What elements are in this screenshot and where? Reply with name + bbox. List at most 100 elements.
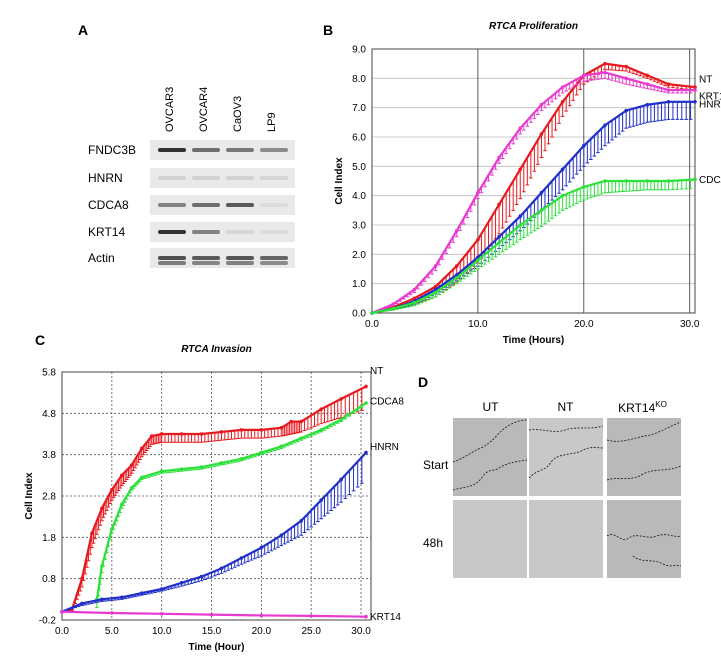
data-point [624, 108, 628, 113]
data-point [582, 73, 586, 78]
x-tick-label: 25.0 [301, 626, 321, 637]
series-line-cdca8 [95, 402, 367, 600]
series-label-cdca8: CDCA8 [699, 175, 721, 186]
y-tick-label: 2.0 [352, 250, 366, 261]
x-tick-label: 20.0 [252, 626, 272, 637]
series-label-hnrn: HNRN [699, 99, 721, 110]
blot-row-label: KRT14 [88, 225, 126, 239]
y-tick-label: 6.0 [352, 133, 366, 144]
lane-label: CaOV3 [232, 95, 244, 132]
y-axis-label: Cell Index [334, 157, 345, 205]
data-point [497, 240, 501, 245]
data-point [279, 426, 284, 430]
data-point [476, 237, 480, 242]
blot-row-label: Actin [88, 251, 115, 265]
data-point [159, 612, 164, 616]
data-point [693, 100, 697, 104]
data-point [259, 428, 264, 432]
y-tick-label: 2.8 [42, 492, 56, 503]
panel-b-letter: B [323, 22, 334, 38]
y-tick-label: -0.2 [39, 616, 57, 627]
data-point [239, 428, 244, 432]
error-bars-krt14 [373, 72, 693, 313]
data-point [693, 85, 697, 89]
data-point [259, 613, 264, 618]
data-point [364, 450, 368, 455]
micrograph-krt14-48h [607, 500, 681, 578]
col-label-krt14: KRT14 [618, 401, 656, 415]
data-point [560, 100, 565, 104]
blot-band [158, 203, 186, 207]
blot-row-label: HNRN [88, 171, 123, 185]
data-point [693, 88, 697, 92]
data-point [497, 202, 501, 207]
data-point [129, 463, 134, 467]
data-point [370, 311, 374, 315]
lane-label: OVCAR4 [198, 86, 210, 132]
data-point [693, 177, 697, 182]
data-point [454, 264, 459, 268]
y-tick-label: 8.0 [352, 74, 366, 85]
data-point [100, 597, 104, 602]
blot-band [192, 148, 220, 152]
data-point [80, 576, 84, 581]
scratch-edge [607, 421, 681, 442]
data-point [159, 432, 164, 436]
data-point [239, 556, 244, 560]
blot-band [260, 148, 288, 152]
data-point [624, 76, 628, 81]
data-point [391, 302, 395, 307]
data-point [120, 473, 124, 478]
blot-band [158, 261, 186, 265]
y-tick-label: 3.0 [352, 221, 366, 232]
data-point [666, 82, 671, 86]
blot-band [226, 176, 254, 180]
blot-band [192, 261, 220, 265]
data-point [149, 434, 154, 438]
chart-title: RTCA Invasion [181, 344, 252, 355]
data-point [110, 611, 114, 615]
series-line-nt [371, 62, 696, 315]
y-tick-label: 7.0 [352, 103, 366, 114]
data-point [666, 88, 671, 92]
data-point [199, 574, 204, 579]
panel-a: A OVCAR3 OVCAR4 CaOV3 LP9 FNDC3B HNRN CDCA8 KR… [0, 0, 320, 290]
y-tick-label: 5.8 [42, 368, 56, 379]
x-tick-label: 15.0 [202, 626, 222, 637]
series-line-hnrn [371, 100, 695, 315]
data-point [60, 609, 64, 614]
lane-label: OVCAR3 [164, 86, 176, 132]
data-point [476, 258, 480, 263]
series-line-krt14 [61, 610, 367, 618]
data-point [159, 587, 164, 591]
data-point [299, 419, 304, 424]
error-bars-nt [373, 63, 693, 313]
blot-strip [150, 222, 295, 242]
panel-a-letter: A [78, 22, 89, 38]
data-point [539, 132, 544, 136]
data-point [603, 61, 607, 66]
x-tick-label: 5.0 [105, 626, 119, 637]
lane-label: LP9 [266, 112, 278, 132]
data-point [645, 73, 650, 78]
error-bars-hnrn [63, 457, 364, 612]
blot-strip [150, 168, 295, 188]
data-point [259, 545, 264, 550]
series-label-hnrn: HNRN [370, 442, 399, 453]
scratch-edge [607, 465, 681, 481]
data-point [95, 597, 99, 602]
data-point [209, 612, 214, 617]
blot-band [158, 230, 186, 234]
data-point [560, 193, 565, 198]
data-point [539, 208, 544, 213]
data-point [370, 311, 374, 315]
blot-band [226, 256, 254, 260]
data-point [476, 255, 480, 260]
data-point [319, 407, 323, 412]
data-point [624, 179, 628, 183]
blot-band [192, 203, 220, 207]
data-point [299, 436, 304, 440]
x-tick-label: 20.0 [574, 319, 594, 330]
y-axis-label: Cell Index [24, 472, 35, 520]
data-point [518, 214, 523, 218]
